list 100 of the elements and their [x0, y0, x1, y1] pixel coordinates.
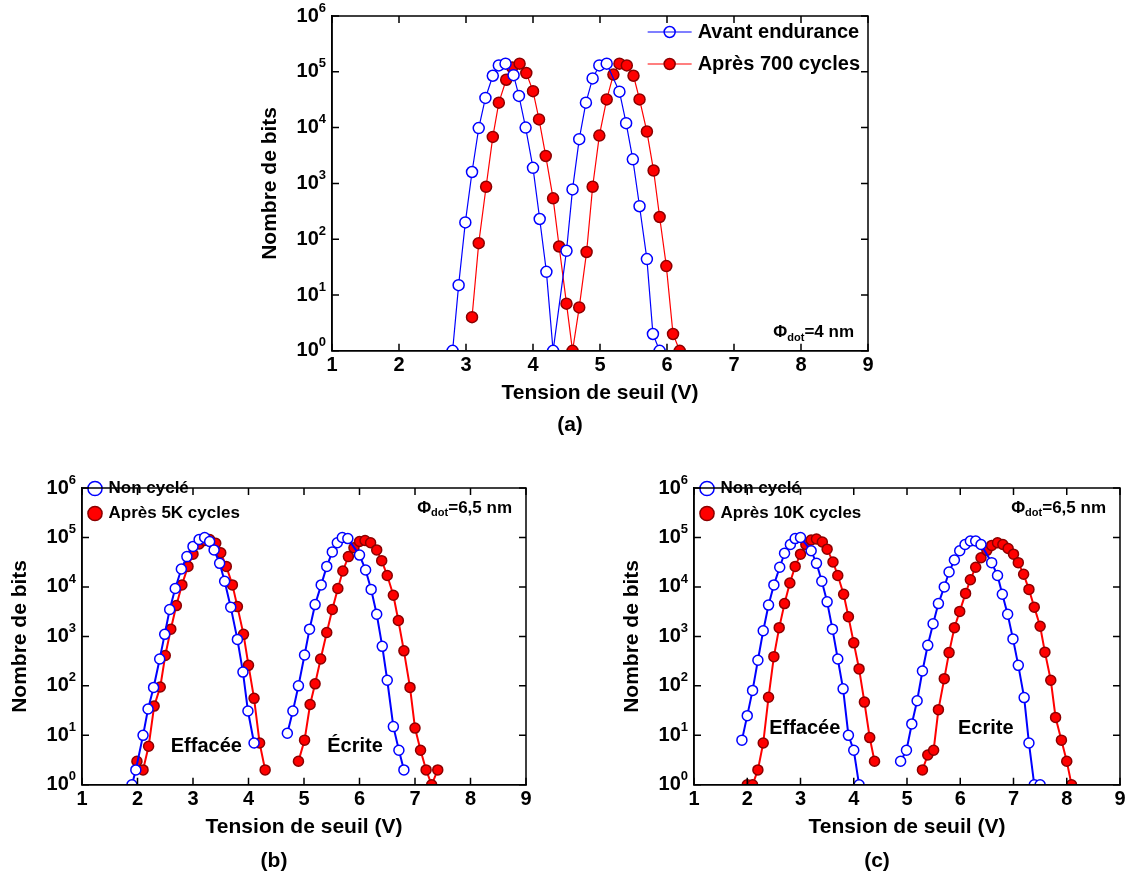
point	[741, 709, 753, 722]
y-axis-title: Nombre de bits	[7, 559, 31, 713]
point	[953, 605, 966, 618]
point	[303, 623, 316, 635]
text: (a)	[556, 412, 584, 436]
point	[736, 734, 748, 746]
point	[821, 543, 833, 555]
point	[486, 69, 500, 82]
point	[499, 57, 512, 70]
point	[387, 720, 400, 733]
point	[1017, 568, 1030, 581]
point	[805, 544, 817, 557]
point	[259, 764, 271, 776]
point	[513, 57, 526, 70]
point	[546, 192, 560, 205]
point	[321, 560, 333, 573]
point	[826, 623, 839, 635]
x-tick-label: 9	[862, 353, 874, 376]
point	[858, 696, 871, 708]
point	[420, 764, 432, 776]
point	[298, 734, 311, 746]
point	[868, 755, 881, 767]
point	[486, 130, 500, 144]
point	[633, 199, 646, 213]
x-tick-label: 8	[795, 353, 807, 376]
point	[932, 597, 945, 610]
point	[326, 546, 339, 558]
point	[600, 57, 613, 70]
point	[153, 653, 166, 665]
x-tick-label: 7	[728, 353, 740, 376]
x-tick-label: 9	[1114, 787, 1126, 810]
point	[837, 588, 850, 601]
point	[900, 744, 913, 756]
point	[810, 557, 823, 570]
point	[773, 561, 786, 573]
point	[213, 557, 226, 570]
point	[381, 569, 393, 582]
point	[472, 121, 485, 135]
point	[832, 569, 844, 582]
point	[512, 89, 526, 103]
point	[1039, 646, 1051, 658]
x-tick-label: 4	[242, 787, 255, 810]
point	[237, 666, 249, 678]
point	[364, 537, 377, 549]
point	[922, 639, 934, 652]
point	[969, 561, 982, 573]
annotation: Écrite	[327, 733, 383, 756]
point	[414, 744, 427, 756]
point	[370, 608, 383, 621]
point	[778, 597, 791, 610]
point	[218, 575, 231, 588]
point	[964, 573, 977, 586]
point	[927, 744, 940, 756]
point	[287, 705, 299, 717]
point	[398, 764, 410, 776]
legend-label: Après 5K cycles	[108, 503, 240, 523]
point	[1007, 633, 1019, 645]
point	[472, 236, 485, 250]
x-tick-label: 1	[326, 353, 338, 376]
x-tick-label: 3	[794, 787, 807, 810]
point	[784, 577, 796, 589]
point	[746, 684, 759, 697]
point	[520, 66, 533, 80]
x-tick-label: 2	[741, 787, 753, 810]
point	[1055, 734, 1068, 746]
point	[292, 755, 305, 767]
point	[304, 698, 316, 711]
point	[816, 575, 828, 588]
point	[906, 718, 918, 730]
point	[593, 129, 606, 142]
point	[393, 744, 405, 756]
point	[337, 565, 349, 577]
point	[532, 113, 546, 126]
point	[465, 165, 479, 179]
point	[572, 301, 586, 314]
point	[633, 93, 646, 106]
point	[842, 729, 855, 742]
point	[353, 549, 366, 561]
point	[768, 579, 780, 591]
point	[321, 626, 333, 639]
point	[130, 764, 142, 776]
point	[342, 550, 355, 563]
x-tick-label: 8	[464, 787, 477, 810]
point	[526, 84, 540, 98]
point	[365, 583, 377, 596]
point	[224, 601, 237, 613]
x-tick-label: 7	[1007, 787, 1020, 810]
point	[768, 650, 780, 663]
point	[943, 646, 955, 659]
point	[242, 705, 254, 717]
point	[387, 589, 400, 601]
point	[626, 153, 640, 166]
point	[938, 581, 951, 593]
text: (b)	[259, 848, 289, 872]
point	[932, 703, 945, 716]
point	[315, 579, 327, 591]
x-tick-label: 1	[688, 787, 700, 810]
point	[163, 603, 176, 616]
point	[1061, 755, 1073, 767]
point	[492, 96, 506, 109]
